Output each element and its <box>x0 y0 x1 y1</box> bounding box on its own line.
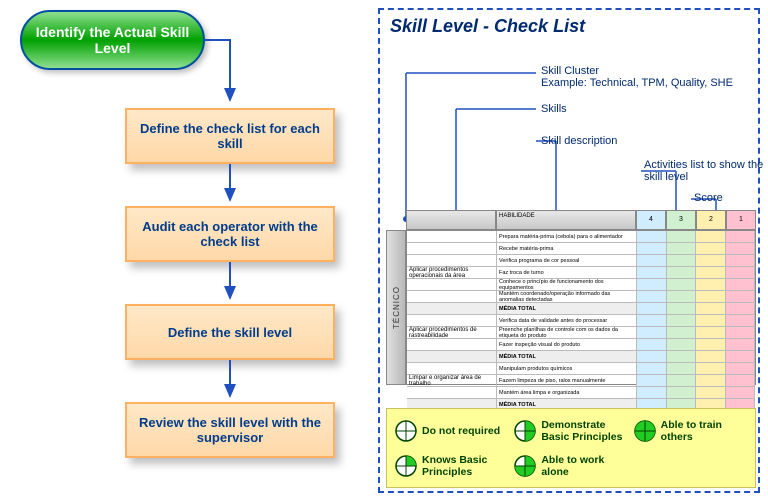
table-row: Manipulam produtos químicos <box>407 363 755 375</box>
table-head: HABILIDADE 4 3 2 1 <box>406 210 756 230</box>
panel-title: Skill Level - Check List <box>390 16 752 37</box>
callout-activities: Activities list to show the skill level <box>644 159 764 183</box>
skill-table: TÉCNICO HABILIDADE 4 3 2 1 Prepara matér… <box>386 210 756 385</box>
table-row: Verifica programa de cor pessoal <box>407 255 755 267</box>
callout-score: Score <box>694 192 723 204</box>
table-row: Aplicar procedimentos operacionais da ár… <box>407 267 755 279</box>
legend-item: Able to work alone <box>514 450 627 481</box>
legend: Do not requiredDemonstrate Basic Princip… <box>386 408 756 488</box>
skill-level-panel: Skill Level - Check List Skill Clus <box>378 8 760 493</box>
table-total-row: MÉDIA TOTAL <box>407 303 755 315</box>
flow-arrows <box>10 10 370 480</box>
legend-item: Knows Basic Principles <box>395 450 508 481</box>
callout-skills: Skills <box>541 103 567 115</box>
legend-item: Do not required <box>395 415 508 446</box>
table-total-row: MÉDIA TOTAL <box>407 351 755 363</box>
callout-desc: Skill description <box>541 135 617 147</box>
table-vertical-label: TÉCNICO <box>386 230 406 385</box>
table-row: Mantém coordenado/operação informado das… <box>407 291 755 303</box>
table-row: Fazer inspeção visual do produto <box>407 339 755 351</box>
legend-item: Demonstrate Basic Principles <box>514 415 627 446</box>
table-row: Prepara matéria-prima (cebola) para o al… <box>407 231 755 243</box>
callouts: Skill Cluster Example: Technical, TPM, Q… <box>386 41 752 201</box>
table-body: Prepara matéria-prima (cebola) para o al… <box>406 230 756 385</box>
table-row: Conhece o princípio de funcionamento dos… <box>407 279 755 291</box>
table-row: Aplicar procedimentos de rastreabilidade… <box>407 327 755 339</box>
table-row: Recebe matéria-prima <box>407 243 755 255</box>
callout-cluster: Skill Cluster Example: Technical, TPM, Q… <box>541 65 733 89</box>
table-row: Mantém área limpa e organizada <box>407 387 755 399</box>
table-row: Limpar e organizar área de trabalhoFazem… <box>407 375 755 387</box>
legend-item: Able to train others <box>634 415 747 446</box>
table-row: Verifica data de validade antes do proce… <box>407 315 755 327</box>
